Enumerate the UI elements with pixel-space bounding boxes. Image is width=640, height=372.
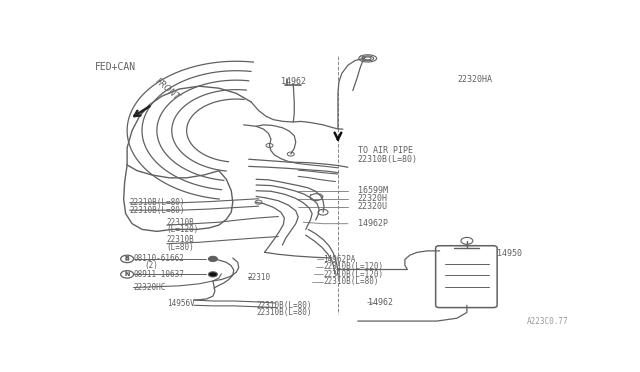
Text: 08911-10637: 08911-10637 [134, 270, 184, 279]
Text: 22310B(L=80): 22310B(L=80) [256, 308, 312, 317]
Text: (2): (2) [145, 261, 158, 270]
Text: B: B [125, 256, 129, 262]
Text: 22310B(L=120): 22310B(L=120) [323, 262, 383, 272]
Text: 22310B(L=80): 22310B(L=80) [129, 206, 185, 215]
Text: 22320HC: 22320HC [134, 283, 166, 292]
Circle shape [209, 272, 218, 277]
Circle shape [209, 256, 218, 262]
Text: 22310B: 22310B [167, 218, 195, 227]
Text: 22320H: 22320H [358, 194, 388, 203]
Text: 14962: 14962 [367, 298, 393, 307]
Text: TO AIR PIPE: TO AIR PIPE [358, 146, 413, 155]
Text: 22320U: 22320U [358, 202, 388, 211]
Text: (L=120): (L=120) [167, 225, 199, 234]
FancyBboxPatch shape [436, 246, 497, 308]
Text: 14962P: 14962P [358, 219, 388, 228]
Text: N: N [125, 271, 130, 278]
Text: 22310B(L=120): 22310B(L=120) [323, 270, 383, 279]
Text: 14962PA: 14962PA [323, 255, 355, 264]
Text: 22310B(L=80): 22310B(L=80) [358, 155, 418, 164]
Text: 22310B: 22310B [167, 235, 195, 244]
Text: A223C0.77: A223C0.77 [527, 317, 568, 326]
Text: 16599M: 16599M [358, 186, 388, 195]
Text: 22310B(L=80): 22310B(L=80) [129, 198, 185, 207]
Text: (L=80): (L=80) [167, 243, 195, 251]
Text: N: N [124, 272, 130, 277]
Text: FED+CAN: FED+CAN [95, 62, 136, 72]
Text: B: B [125, 256, 129, 262]
Text: 22320HA: 22320HA [457, 74, 492, 83]
Text: 22310B(L=80): 22310B(L=80) [256, 301, 312, 310]
Text: 22310: 22310 [248, 273, 271, 282]
Text: 14956V: 14956V [167, 298, 195, 308]
Text: 22310B(L=80): 22310B(L=80) [323, 277, 378, 286]
Text: 14950: 14950 [497, 249, 522, 258]
Text: 08110-61662: 08110-61662 [134, 254, 184, 263]
Text: FRONT: FRONT [154, 77, 181, 102]
Text: 14962: 14962 [281, 77, 306, 86]
